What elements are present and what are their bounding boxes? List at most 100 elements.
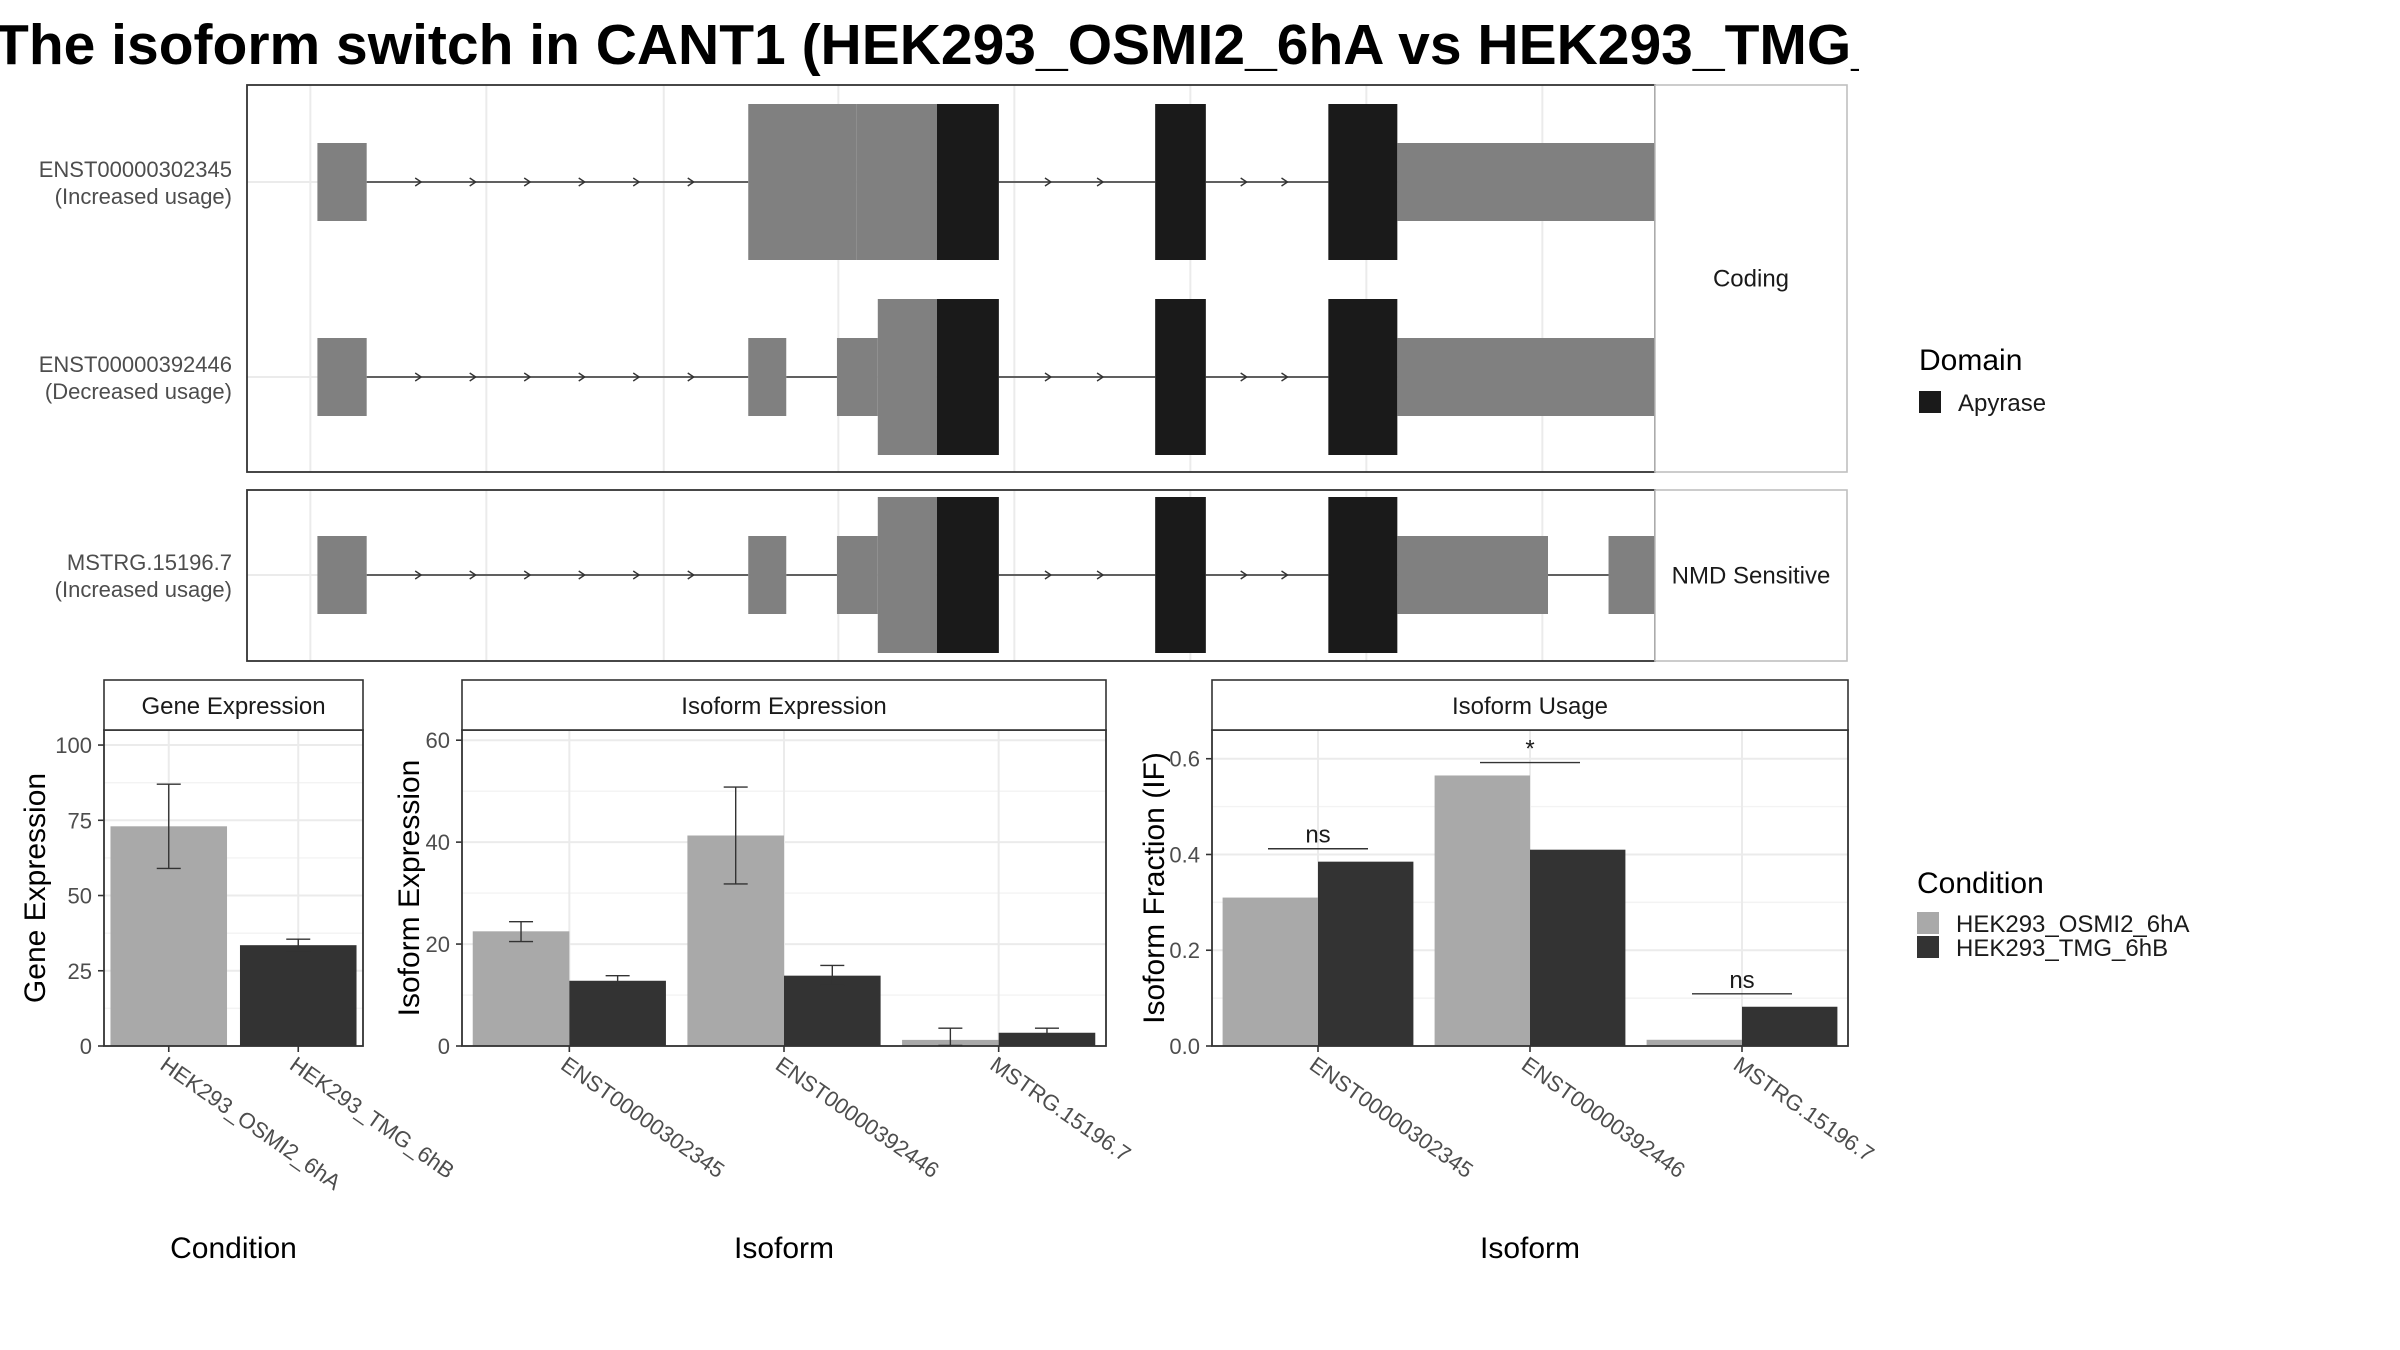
intron-arrow (1096, 372, 1105, 382)
intron-arrow (687, 177, 695, 187)
y-tick-label: 75 (68, 808, 92, 833)
coding-exon (877, 299, 937, 455)
intron-arrow (469, 372, 477, 382)
bar (569, 980, 666, 1046)
domain-exon (936, 104, 999, 260)
transcript-usage-label: (Decreased usage) (45, 379, 232, 404)
intron-arrow (632, 570, 641, 580)
intron-arrow (1240, 372, 1248, 382)
intron-arrow (687, 570, 695, 580)
intron-arrow (632, 372, 641, 382)
intron-arrow (632, 177, 641, 187)
y-axis-title: Isoform Fraction (IF) (1138, 752, 1171, 1024)
panel-title: Gene Expression (141, 693, 325, 720)
x-tick-label: MSTRG.15196.7 (1729, 1052, 1879, 1167)
domain-exon (1328, 497, 1398, 653)
domain-exon (1155, 299, 1206, 455)
y-tick-label: 40 (426, 830, 450, 855)
utr-exon (317, 143, 367, 221)
intron-arrow (1044, 372, 1053, 382)
panel-strip (1211, 679, 1849, 731)
transcript-label: ENST00000302345 (39, 157, 232, 182)
domain-exon (936, 299, 999, 455)
intron-arrow (687, 372, 695, 382)
y-tick-label: 0.0 (1169, 1034, 1200, 1059)
intron-arrow (523, 372, 532, 382)
intron-arrow (1240, 570, 1248, 580)
transcript-label: ENST00000392446 (39, 352, 232, 377)
coding-exon (748, 104, 857, 260)
bar (1530, 849, 1626, 1046)
intron-arrow (1096, 177, 1105, 187)
x-axis-title: Condition (170, 1232, 297, 1265)
intron-arrow (1281, 372, 1289, 382)
intron-arrow (578, 177, 586, 187)
facet-strip-label: Coding (1713, 266, 1789, 293)
domain-exon (1155, 497, 1206, 653)
intron-arrow (1240, 177, 1248, 187)
y-tick-label: 100 (55, 733, 92, 758)
panel-strip (103, 679, 364, 731)
domain-exon (1328, 299, 1398, 455)
transcript-usage-label: (Increased usage) (55, 184, 232, 209)
legend-label: HEK293_TMG_6hB (1956, 935, 2168, 962)
intron-arrow (469, 570, 477, 580)
page-title: The isoform switch in CANT1 (HEK293_OSMI… (0, 13, 1859, 77)
facet-strip-label: NMD Sensitive (1672, 563, 1831, 590)
intron-arrow (1281, 177, 1289, 187)
x-axis-title: Isoform (734, 1232, 834, 1265)
intron-arrow (1044, 177, 1053, 187)
utr-exon (1397, 338, 1686, 416)
legend-key (1917, 912, 1939, 934)
x-tick-label: ENST00000302345 (1305, 1052, 1478, 1183)
y-tick-label: 20 (426, 932, 450, 957)
legend-label: Apyrase (1958, 390, 2046, 417)
intron-arrow (1044, 570, 1053, 580)
chart-3: 0.0 0.2 0.4 0.6 ns * ns Isoform Usage ENST000003… (1138, 679, 1879, 1265)
x-tick-label: ENST00000392446 (771, 1052, 944, 1183)
x-tick-label: MSTRG.15196.7 (986, 1052, 1136, 1167)
bar (1434, 775, 1530, 1046)
utr-exon (1397, 536, 1548, 614)
bar (1742, 1006, 1838, 1046)
y-axis-title: Gene Expression (19, 773, 52, 1003)
intron-arrow (523, 570, 532, 580)
y-tick-label: 0 (438, 1034, 450, 1059)
x-axis-title: Isoform (1480, 1232, 1580, 1265)
bar (998, 1032, 1096, 1046)
domain-exon (936, 497, 999, 653)
utr-exon (836, 536, 878, 614)
structure-facet-2: MSTRG.15196.7(Increased usage) NMD Sensit… (55, 489, 1848, 662)
utr-exon (1397, 143, 1684, 221)
y-tick-label: 0.6 (1169, 747, 1200, 772)
coding-exon (856, 104, 937, 260)
panel-title: Isoform Expression (681, 693, 886, 720)
legend-title: Condition (1917, 867, 2044, 900)
y-tick-label: 60 (426, 728, 450, 753)
transcript-ENST00000302345 (317, 104, 1684, 260)
transcript-MSTRG.15196.7 (317, 497, 1674, 653)
transcript-structure-panel: ENST00000302345(Increased usage) ENST0000… (39, 84, 1848, 662)
significance-label: ns (1305, 822, 1330, 849)
transcript-label: MSTRG.15196.7 (67, 550, 232, 575)
utr-exon (317, 536, 367, 614)
intron-arrow (523, 177, 532, 187)
utr-exon (836, 338, 878, 416)
panel-strip (461, 679, 1107, 731)
transcript-ENST00000392446 (317, 299, 1686, 455)
legend-label: HEK293_OSMI2_6hA (1956, 911, 2189, 938)
intron-arrow (414, 570, 423, 580)
bar (1222, 897, 1318, 1046)
bar (239, 945, 357, 1046)
y-tick-label: 0 (80, 1034, 92, 1059)
legend-key (1917, 936, 1939, 958)
legend-key (1919, 391, 1941, 413)
y-tick-label: 0.2 (1169, 938, 1200, 963)
intron-arrow (414, 177, 423, 187)
facet-strip (1654, 489, 1848, 662)
y-tick-label: 25 (68, 959, 92, 984)
utr-exon (748, 536, 787, 614)
intron-arrow (578, 570, 586, 580)
